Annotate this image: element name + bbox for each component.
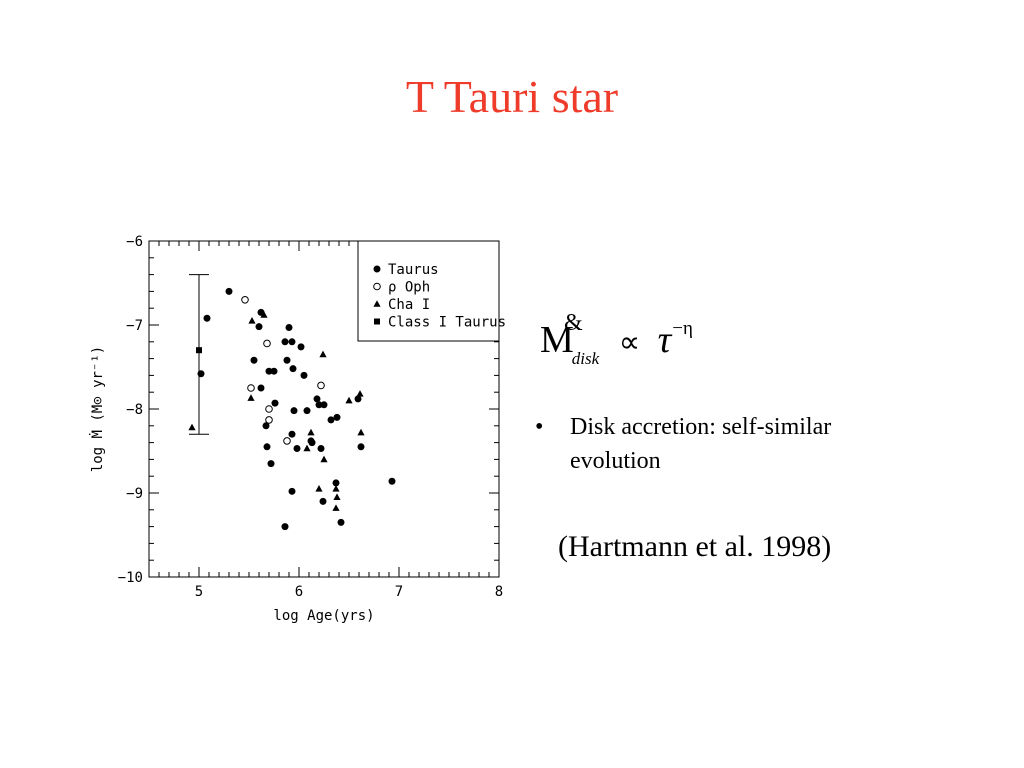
data-point [300,371,308,379]
formula-relation: ∝ [618,326,641,359]
data-point [313,395,321,403]
x-axis-label: log Age(yrs) [273,608,374,624]
data-point [247,384,255,392]
legend-label: Taurus [388,262,439,278]
slide-title: T Tauri star [405,71,619,122]
x-tick-label: 5 [195,584,203,600]
data-point [288,487,296,495]
data-point [327,416,335,424]
data-point [281,523,289,531]
legend-label: Class I Taurus [388,315,506,331]
data-point [332,504,340,511]
data-point [333,493,341,500]
data-point [288,338,296,346]
data-point [250,356,258,364]
data-point [303,407,311,415]
formula-symbol: M [540,319,574,361]
data-point [308,439,316,447]
data-point [271,399,279,407]
data-point [317,444,325,452]
data-point [356,390,364,397]
data-point [289,365,297,373]
y-axis-label: log Ṁ (M⊙ yr⁻¹) [88,346,106,472]
data-point [263,339,271,348]
data-point [357,428,365,436]
data-point [197,370,205,378]
data-point [332,479,340,487]
data-point [345,396,353,404]
formula-subscript: disk [571,349,600,368]
y-tick-label: −6 [126,234,143,250]
data-point [319,497,327,505]
x-tick-label: 6 [295,584,303,600]
legend-marker [374,318,380,325]
data-point [320,455,328,463]
data-point [260,311,268,318]
formula-exponent: −η [672,318,693,339]
y-tick-label: −9 [126,486,143,502]
data-point [255,323,263,331]
data-point [333,413,341,421]
data-point [281,338,289,346]
formula-variable: τ [657,319,672,361]
data-point [285,324,293,332]
data-point [265,367,273,375]
data-point [290,407,298,415]
data-point [337,518,345,526]
data-point [307,428,315,436]
data-point [283,437,291,445]
data-point [317,381,325,390]
y-tick-label: −8 [126,402,143,418]
data-point [320,401,328,409]
data-point [319,350,327,358]
data-point [196,347,202,354]
data-point [297,343,305,351]
error-bar [189,274,209,435]
data-point [267,460,275,468]
data-point [225,287,233,295]
legend-marker [373,300,381,307]
data-point [188,423,196,431]
data-point [332,485,340,492]
data-point [265,416,273,424]
accretion-formula: M & disk ∝ τ−η [540,310,693,368]
data-point [293,444,301,452]
legend-box [357,240,500,342]
data-point [388,477,396,485]
y-tick-label: −7 [126,318,143,334]
data-point [257,384,265,392]
formula-m: M & [540,310,583,362]
legend-marker [373,265,381,273]
legend-marker [373,282,381,291]
formula-dot: & [564,310,583,336]
data-points [188,287,396,531]
data-point [248,317,256,324]
bullet-text: Disk accretion: self-similar evolution [570,414,832,474]
data-point [241,296,249,304]
bullet-marker: • [535,414,544,440]
data-point [262,422,270,430]
data-point [247,394,255,401]
data-point [315,485,323,492]
x-tick-label: 7 [395,584,403,600]
data-point [203,314,211,322]
data-point [263,443,271,451]
data-point [354,395,362,403]
data-point [303,444,311,452]
citation: (Hartmann et al. 1998) [558,530,832,563]
legend-label: ρ Oph [388,280,430,296]
data-point [265,405,273,413]
legend-label: Cha I [388,297,430,313]
x-tick-label: 8 [495,584,503,600]
data-point [315,401,323,409]
y-tick-label: −10 [118,570,143,586]
data-point [288,430,296,438]
data-point [357,443,365,451]
bullet-item: • Disk accretion: self-similar evolution [535,410,905,478]
data-point [270,367,278,375]
data-point [283,356,291,364]
